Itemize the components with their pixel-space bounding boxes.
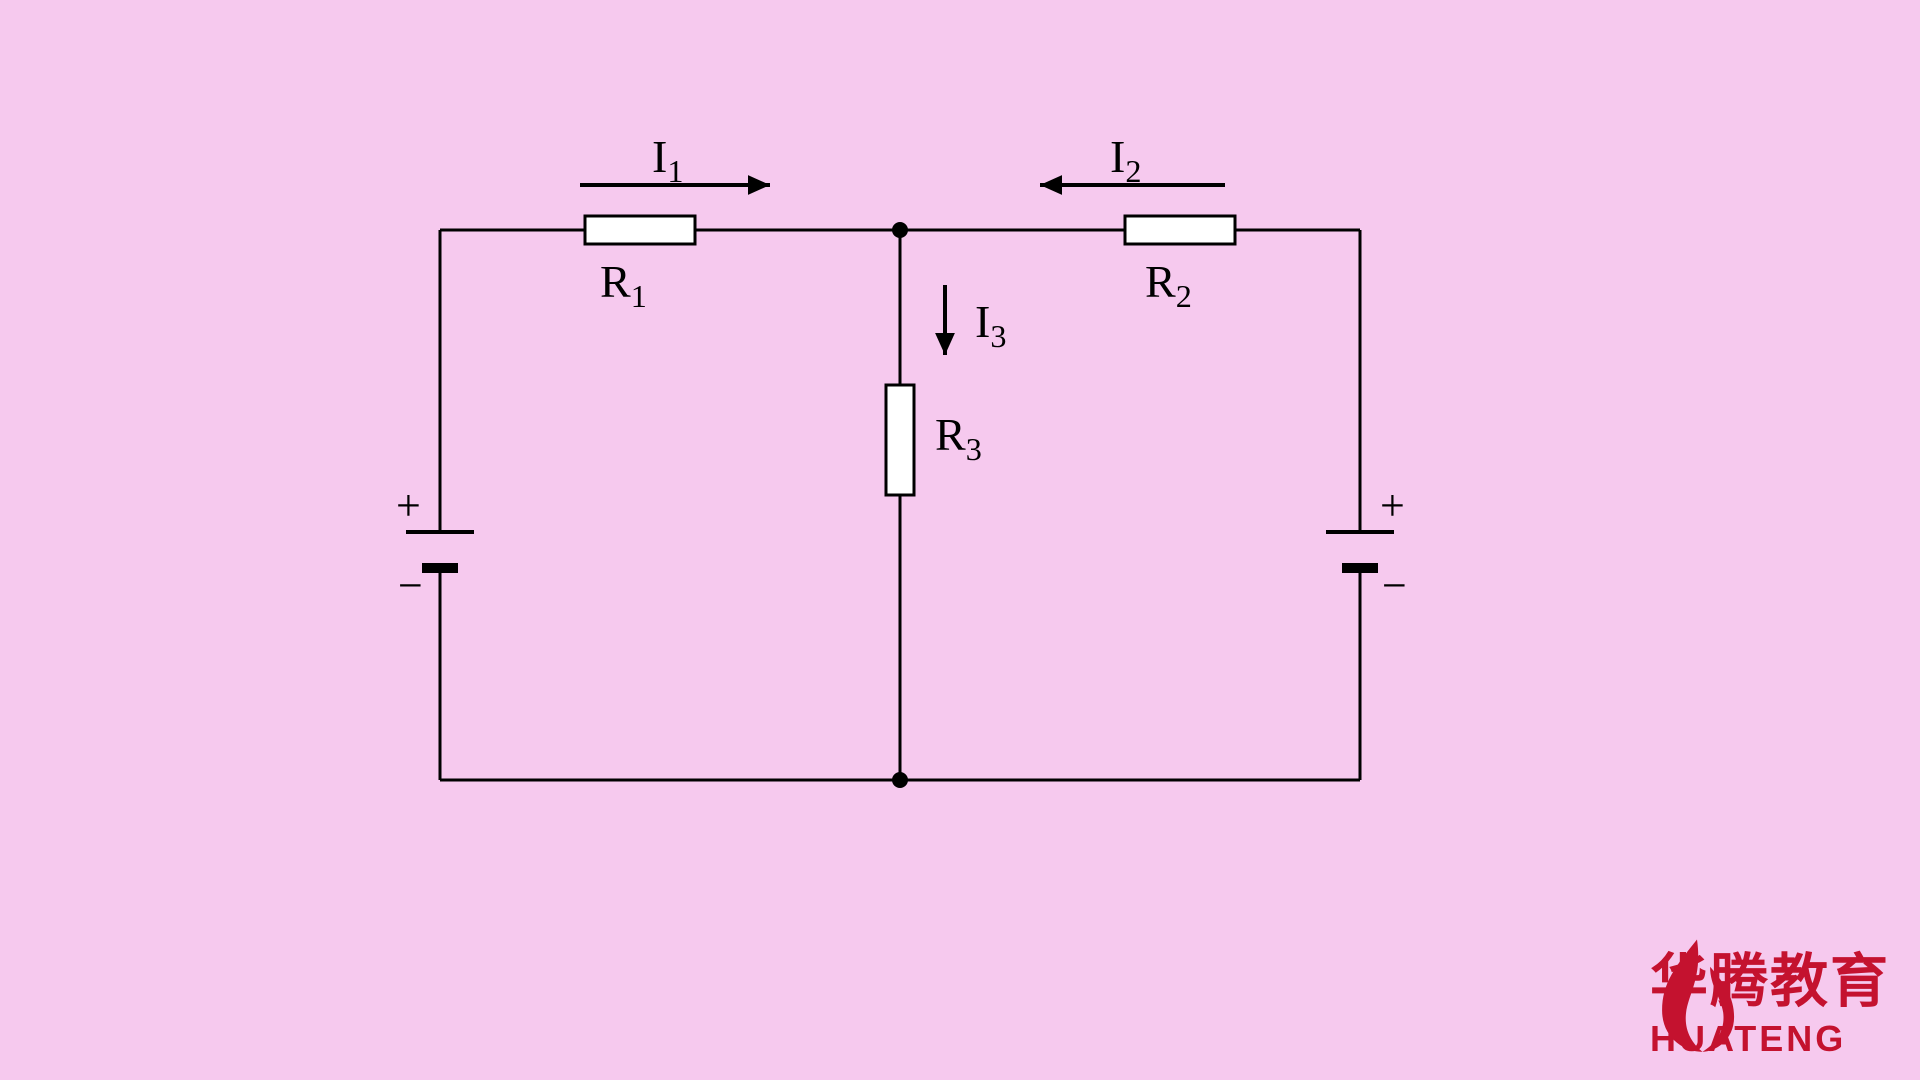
label-R1: R1 bbox=[600, 255, 647, 315]
circuit-svg bbox=[0, 0, 1920, 1080]
label-I3: I3 bbox=[975, 295, 1006, 355]
label-R3: R3 bbox=[935, 408, 982, 468]
brand-logo: 华腾教育 HUATENG bbox=[1642, 934, 1890, 1060]
label-I2: I2 bbox=[1110, 130, 1141, 190]
label-plus-left: + bbox=[396, 480, 421, 531]
diagram-canvas: I1 I2 I3 R1 R2 R3 + − + − 华腾教育 HUATENG bbox=[0, 0, 1920, 1080]
label-minus-right: − bbox=[1382, 560, 1407, 611]
label-I1: I1 bbox=[652, 130, 683, 190]
label-R2: R2 bbox=[1145, 255, 1192, 315]
label-minus-left: − bbox=[398, 560, 423, 611]
flame-icon bbox=[1642, 934, 1752, 1054]
label-plus-right: + bbox=[1380, 480, 1405, 531]
